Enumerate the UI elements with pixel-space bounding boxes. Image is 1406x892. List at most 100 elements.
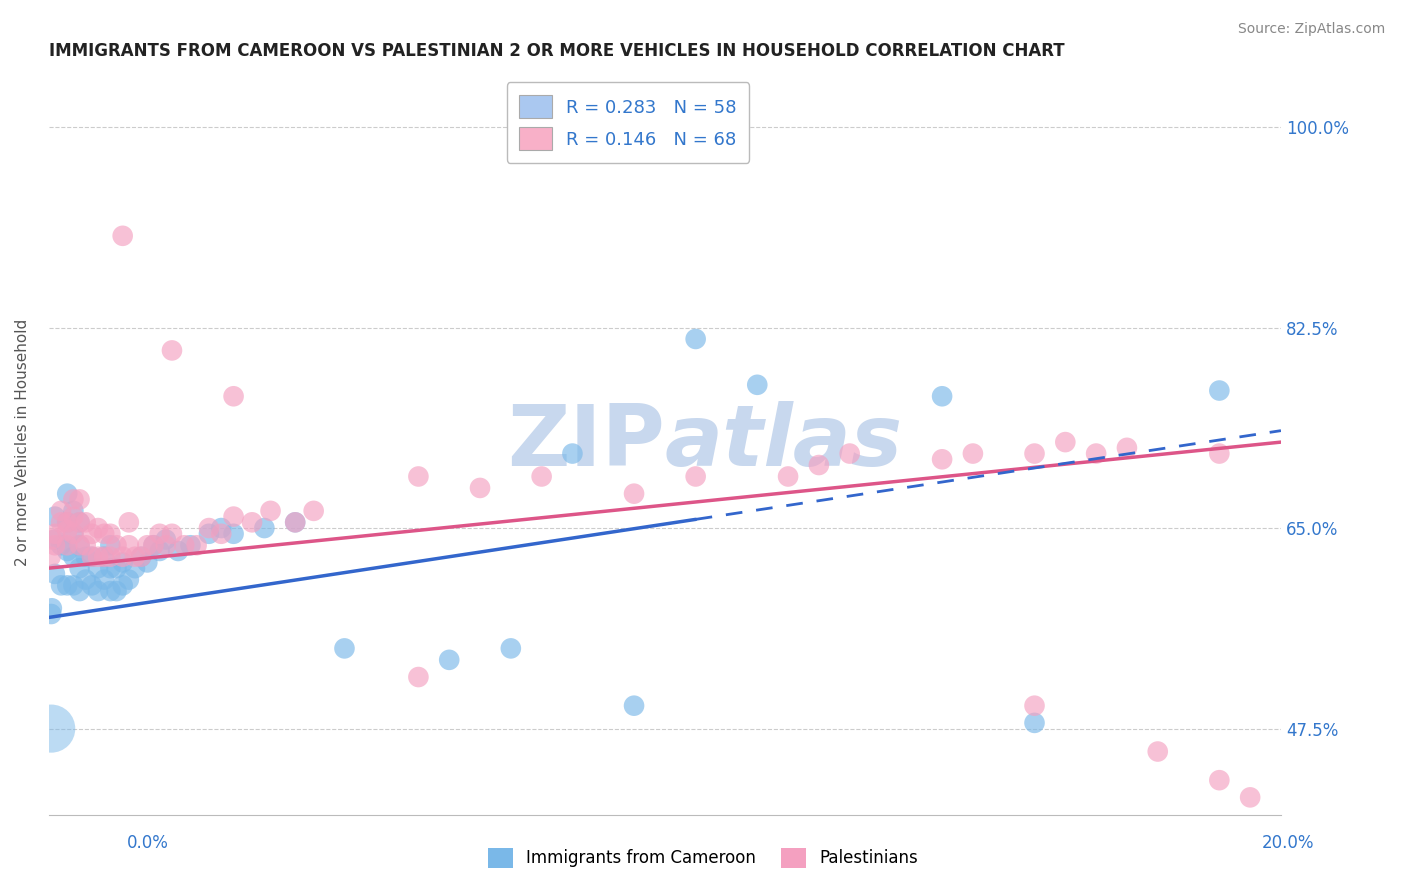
Point xyxy=(41,601,63,615)
Point xyxy=(69,516,91,530)
Point xyxy=(49,516,72,530)
Point xyxy=(1024,446,1046,460)
Point xyxy=(1054,435,1077,450)
Point xyxy=(111,228,134,243)
Point xyxy=(44,509,66,524)
Point xyxy=(44,566,66,581)
Point xyxy=(1208,446,1230,460)
Point xyxy=(62,526,84,541)
Point xyxy=(253,521,276,535)
Text: ZIP: ZIP xyxy=(508,401,665,483)
Point xyxy=(39,607,62,621)
Point xyxy=(49,578,72,592)
Point xyxy=(69,584,91,599)
Point xyxy=(44,538,66,552)
Point xyxy=(530,469,553,483)
Point xyxy=(98,526,121,541)
Point xyxy=(118,538,141,552)
Point xyxy=(75,549,97,564)
Point xyxy=(1146,745,1168,759)
Point xyxy=(807,458,830,472)
Point xyxy=(69,516,91,530)
Point xyxy=(778,469,800,483)
Point xyxy=(284,516,307,530)
Point xyxy=(98,538,121,552)
Point xyxy=(129,549,152,564)
Point xyxy=(142,538,165,552)
Point xyxy=(747,377,769,392)
Point xyxy=(105,584,128,599)
Point xyxy=(186,538,208,552)
Point xyxy=(87,584,110,599)
Point xyxy=(56,524,79,538)
Point xyxy=(149,544,172,558)
Point xyxy=(80,578,103,592)
Point xyxy=(56,578,79,592)
Point xyxy=(155,533,177,547)
Legend: Immigrants from Cameroon, Palestinians: Immigrants from Cameroon, Palestinians xyxy=(481,841,925,875)
Point xyxy=(623,486,645,500)
Point xyxy=(561,446,583,460)
Point xyxy=(62,526,84,541)
Point xyxy=(39,722,62,736)
Point xyxy=(198,526,221,541)
Point xyxy=(623,698,645,713)
Point xyxy=(173,538,195,552)
Point xyxy=(98,561,121,575)
Text: IMMIGRANTS FROM CAMEROON VS PALESTINIAN 2 OR MORE VEHICLES IN HOUSEHOLD CORRELAT: IMMIGRANTS FROM CAMEROON VS PALESTINIAN … xyxy=(49,42,1064,60)
Point xyxy=(124,549,146,564)
Point xyxy=(56,516,79,530)
Text: 20.0%: 20.0% xyxy=(1263,834,1315,852)
Point xyxy=(105,561,128,575)
Point xyxy=(1208,773,1230,788)
Point xyxy=(408,469,430,483)
Point xyxy=(62,492,84,507)
Point xyxy=(160,526,183,541)
Point xyxy=(80,549,103,564)
Point xyxy=(49,504,72,518)
Point xyxy=(118,573,141,587)
Point xyxy=(80,526,103,541)
Point xyxy=(41,533,63,547)
Point xyxy=(136,538,159,552)
Point xyxy=(240,516,263,530)
Text: Source: ZipAtlas.com: Source: ZipAtlas.com xyxy=(1237,22,1385,37)
Point xyxy=(142,538,165,552)
Point xyxy=(259,504,281,518)
Point xyxy=(56,516,79,530)
Point xyxy=(129,549,152,564)
Point xyxy=(1024,698,1046,713)
Y-axis label: 2 or more Vehicles in Household: 2 or more Vehicles in Household xyxy=(15,318,30,566)
Point xyxy=(44,533,66,547)
Point xyxy=(160,343,183,358)
Point xyxy=(931,452,953,467)
Point xyxy=(962,446,984,460)
Point xyxy=(408,670,430,684)
Point xyxy=(111,556,134,570)
Point xyxy=(98,584,121,599)
Point xyxy=(75,538,97,552)
Point xyxy=(39,549,62,564)
Point xyxy=(111,549,134,564)
Point xyxy=(105,538,128,552)
Point xyxy=(1024,715,1046,730)
Point xyxy=(87,549,110,564)
Point xyxy=(62,549,84,564)
Point xyxy=(56,538,79,552)
Point xyxy=(685,332,707,346)
Point xyxy=(93,573,115,587)
Point xyxy=(69,561,91,575)
Point xyxy=(87,561,110,575)
Point xyxy=(439,653,461,667)
Point xyxy=(1208,384,1230,398)
Point xyxy=(49,538,72,552)
Point xyxy=(222,509,245,524)
Point xyxy=(1116,441,1139,455)
Point xyxy=(75,516,97,530)
Legend: R = 0.283   N = 58, R = 0.146   N = 68: R = 0.283 N = 58, R = 0.146 N = 68 xyxy=(506,82,749,163)
Point xyxy=(209,526,232,541)
Point xyxy=(69,492,91,507)
Point xyxy=(93,549,115,564)
Point xyxy=(167,544,190,558)
Point xyxy=(179,538,201,552)
